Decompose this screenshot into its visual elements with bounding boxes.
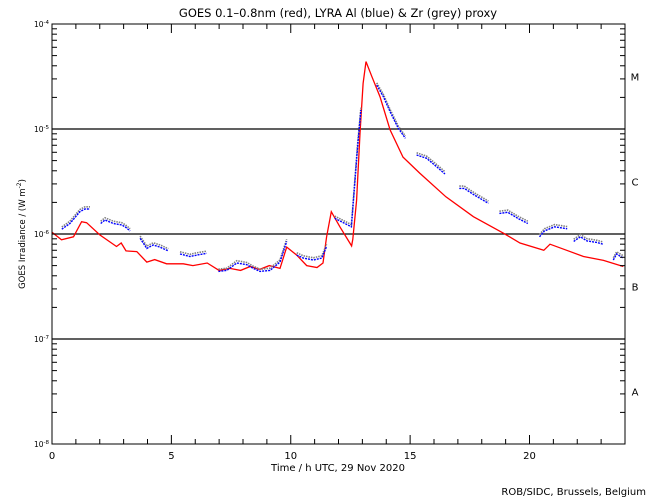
credit-text: ROB/SIDC, Brussels, Belgium xyxy=(501,487,646,498)
x-axis-label: Time / h UTC, 29 Nov 2020 xyxy=(270,463,405,474)
y-tick-label: 10-6 xyxy=(34,230,50,239)
y-axis-label: GOES Irradiance / (W m-2) xyxy=(16,179,28,289)
lyra-al-segment xyxy=(61,208,90,230)
lyra-zr-segment xyxy=(296,243,328,259)
y-tick-label: 10-7 xyxy=(34,335,50,344)
lyra-al-segment xyxy=(296,246,328,261)
lyra-zr-segment xyxy=(334,107,362,226)
flare-class-label: A xyxy=(632,388,639,399)
lyra-al-segment xyxy=(573,235,604,245)
lyra-zr-segment xyxy=(416,152,446,173)
lyra-al-segment xyxy=(100,219,131,232)
x-tick-label: 15 xyxy=(404,451,417,462)
lyra-al-segment xyxy=(376,84,406,139)
lyra-al-segment xyxy=(334,109,362,228)
lyra-zr-segment xyxy=(459,185,489,202)
lyra-zr-segment xyxy=(376,82,407,137)
lyra-zr-segment xyxy=(573,233,604,243)
x-tick-label: 5 xyxy=(168,451,174,462)
lyra-zr-segment xyxy=(139,235,169,250)
y-tick-label: 10-5 xyxy=(34,125,50,134)
lyra-zr-segment xyxy=(538,223,568,236)
lyra-al-segment xyxy=(499,211,529,225)
chart-title: GOES 0.1–0.8nm (red), LYRA Al (blue) & Z… xyxy=(179,6,497,20)
lyra-al-segment xyxy=(139,237,169,252)
lyra-al-segment xyxy=(416,154,446,175)
lyra-al-segment xyxy=(538,226,568,238)
flare-class-label: C xyxy=(632,178,639,189)
lyra-al-segment xyxy=(179,252,207,258)
flare-class-label: M xyxy=(631,73,640,84)
lyra-zr-segment xyxy=(218,238,288,271)
lyra-al-segment xyxy=(612,253,624,261)
flare-class-label: B xyxy=(632,283,639,294)
lyra-zr-segment xyxy=(61,206,90,228)
goes-series-line xyxy=(51,61,624,272)
x-tick-label: 0 xyxy=(49,451,55,462)
lyra-zr-segment xyxy=(499,209,529,222)
y-tick-label: 10-8 xyxy=(34,440,50,449)
lyra-zr-segment xyxy=(100,216,131,230)
lyra-al-segment xyxy=(459,187,489,204)
x-tick-label: 20 xyxy=(523,451,536,462)
lyra-al-segment xyxy=(218,241,288,273)
y-tick-label: 10-4 xyxy=(34,20,50,29)
lyra-zr-segment xyxy=(179,250,207,256)
x-tick-label: 10 xyxy=(284,451,297,462)
